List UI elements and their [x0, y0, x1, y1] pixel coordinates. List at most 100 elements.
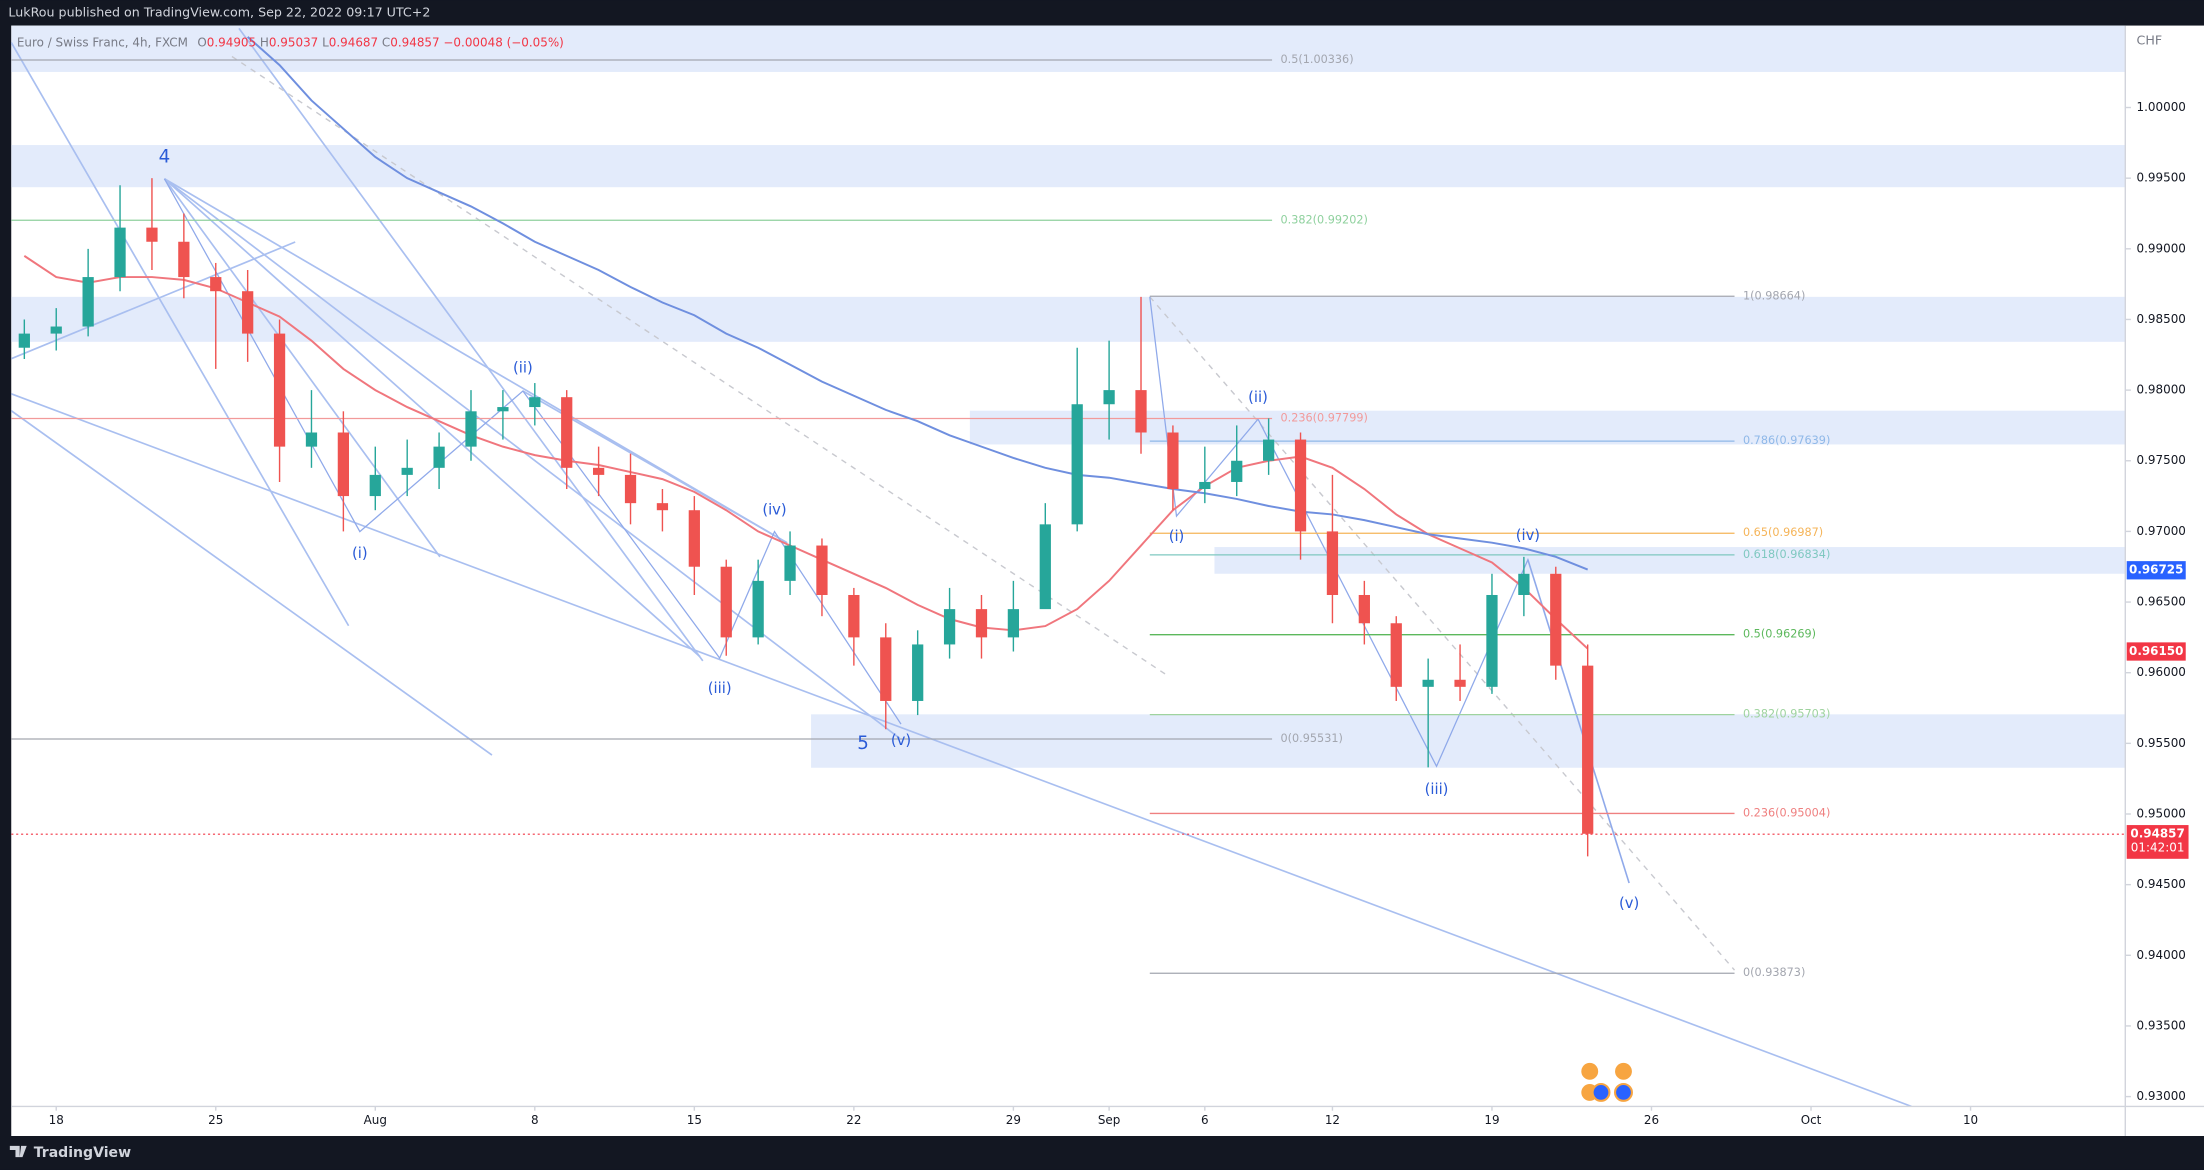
publish-header: LukRou published on TradingView.com, Sep… — [8, 4, 430, 19]
zone — [11, 145, 2126, 188]
price-label: 0.96150 — [2129, 644, 2183, 658]
wave-label: (i) — [1169, 528, 1185, 545]
trend-line — [11, 42, 350, 627]
x-tick-label: 15 — [687, 1113, 702, 1127]
footer-brand: TradingView — [34, 1145, 131, 1161]
candle-body — [752, 580, 764, 638]
y-tick-label: 0.98000 — [2137, 383, 2186, 397]
x-tick-label: 10 — [1963, 1113, 1978, 1127]
x-tick-label: 26 — [1644, 1113, 1659, 1127]
x-tick-label: 19 — [1484, 1113, 1499, 1127]
trend-line — [163, 178, 441, 558]
candle-body — [114, 227, 126, 278]
trend-line — [11, 410, 493, 756]
wave-label: (i) — [352, 545, 368, 562]
candle-body — [497, 407, 509, 412]
trend-line — [164, 178, 788, 544]
candle-body — [912, 644, 924, 701]
y-tick-label: 0.93000 — [2137, 1089, 2186, 1103]
moving-average — [247, 36, 1589, 571]
fib-label: 0.236(0.95004) — [1743, 806, 1830, 819]
icon — [1613, 1082, 1633, 1102]
fib-label: 0.65(0.96987) — [1743, 526, 1823, 539]
y-tick-label: 0.95500 — [2137, 736, 2186, 750]
price-label-box — [2126, 642, 2186, 661]
candle-body — [1550, 573, 1562, 666]
candle-body — [242, 291, 254, 334]
ohlc-value: 0.94687 — [329, 35, 378, 49]
candle-body — [592, 467, 605, 475]
legend: Euro / Swiss Franc, 4h, FXCM O0.94905 H0… — [17, 35, 564, 49]
candle-body — [1518, 573, 1530, 595]
fib-label: 0.786(0.97639) — [1743, 434, 1830, 447]
candle-body — [720, 566, 732, 638]
candle-body — [1422, 679, 1434, 687]
trend-line — [163, 178, 901, 739]
moving-average — [23, 255, 1589, 650]
candle-body — [848, 594, 860, 638]
zone — [969, 410, 2126, 445]
trend-line — [11, 241, 296, 360]
zone — [811, 714, 2126, 768]
price-label-box — [2126, 561, 2186, 580]
footer-logo — [9, 1145, 27, 1158]
fib-label: 0.5(1.00336) — [1281, 53, 1354, 66]
candle-body — [529, 397, 541, 408]
wave-label: (v) — [1619, 895, 1639, 912]
candle-body — [1294, 439, 1307, 532]
icon — [1591, 1082, 1611, 1102]
candle-body — [273, 333, 286, 447]
candle-body — [50, 326, 62, 334]
candle-body — [82, 277, 94, 327]
candle-body — [880, 637, 892, 701]
candle-body — [1167, 432, 1179, 490]
dashed-line — [231, 55, 1168, 676]
zone — [11, 296, 2126, 342]
candle-body — [465, 411, 477, 447]
y-tick-label: 0.98500 — [2137, 312, 2186, 326]
x-tick-label: Oct — [1801, 1113, 1822, 1127]
candle-body — [1263, 439, 1275, 461]
ohlc-key: C — [382, 35, 390, 49]
candle-body — [1358, 594, 1370, 624]
zones — [11, 25, 2126, 768]
candle-body — [1486, 594, 1498, 687]
countdown: 01:42:01 — [2131, 841, 2185, 855]
candle-body — [1326, 531, 1339, 595]
wave-label: (v) — [891, 732, 911, 749]
candle-body — [943, 609, 956, 645]
candle-body — [210, 277, 222, 292]
y-tick-label: 0.93500 — [2137, 1018, 2186, 1032]
candle-body — [816, 545, 828, 595]
ohlc-value: 0.94905 — [207, 35, 256, 49]
trend-line — [238, 27, 704, 662]
ohlc-key: O — [197, 35, 206, 49]
y-tick-label: 0.96000 — [2137, 665, 2186, 679]
candle-body — [1454, 679, 1466, 687]
candle-body — [1007, 609, 1020, 638]
fib-label: 1(0.98664) — [1743, 289, 1805, 302]
indicator-icons — [1581, 1062, 1633, 1102]
fib-label: 0(0.93873) — [1743, 966, 1805, 979]
currency: CHF — [2137, 33, 2163, 48]
candle-body — [1390, 623, 1402, 687]
symbol: Euro / Swiss Franc, 4h, FXCM — [17, 35, 188, 49]
fib-label: 0.236(0.97799) — [1281, 412, 1368, 425]
icon — [1615, 1062, 1632, 1080]
candle-body — [305, 432, 318, 447]
ohlc-key: L — [322, 35, 329, 49]
candle-body — [1039, 524, 1051, 610]
x-tick-label: Aug — [364, 1113, 387, 1127]
x-tick-label: 25 — [208, 1113, 223, 1127]
dashed-line — [1149, 296, 1736, 971]
fib-label: 0(0.95531) — [1281, 732, 1343, 745]
zone — [11, 25, 2126, 72]
x-tick-label: 29 — [1006, 1113, 1021, 1127]
y-tick-label: 0.97000 — [2137, 524, 2186, 538]
candle-body — [1199, 481, 1211, 490]
y-tick-label: 1.00000 — [2137, 100, 2186, 114]
x-tick-label: 22 — [846, 1113, 861, 1127]
y-tick-label: 0.96500 — [2137, 595, 2186, 609]
x-tick-label: 18 — [49, 1113, 64, 1127]
